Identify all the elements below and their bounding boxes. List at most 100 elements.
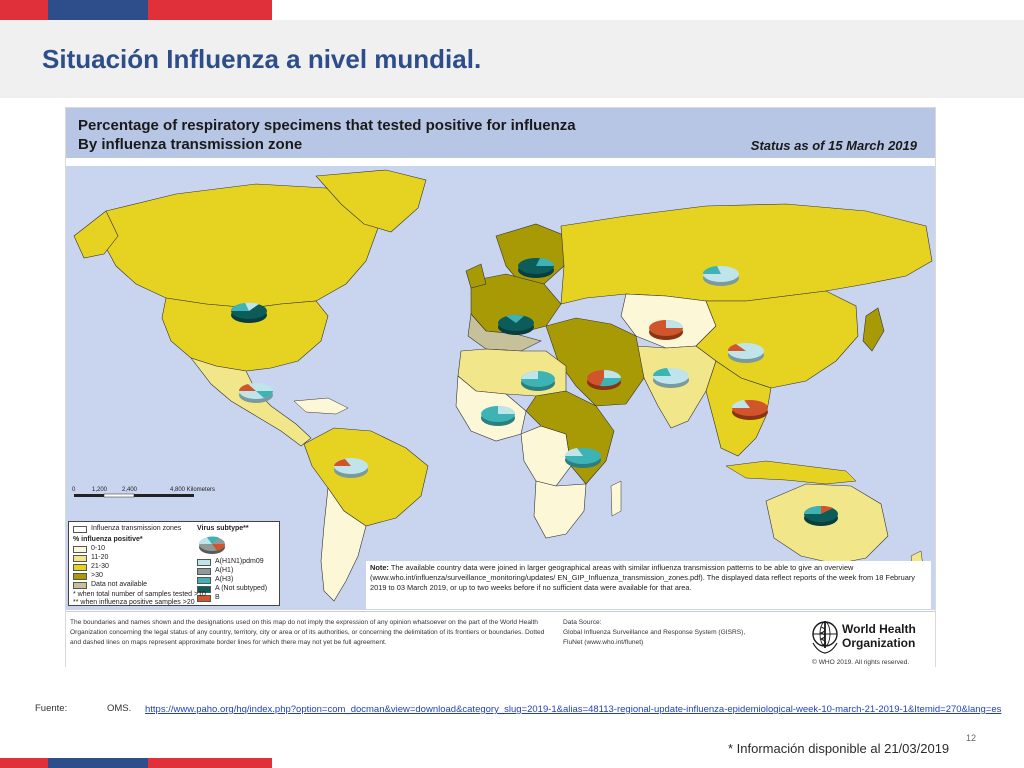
pie-chart-south-east-asia (731, 400, 768, 420)
canada-region (103, 183, 379, 309)
data-source-line-3: FluNet (www.who.int/flunet) (563, 639, 644, 646)
south-america (303, 427, 429, 602)
northern-africa (457, 348, 567, 397)
map-legend: Influenza transmission zones Virus subty… (68, 521, 280, 606)
map-title-line-1: Percentage of respiratory specimens that… (78, 117, 576, 134)
data-source-line-2: Global Influenza Surveillance and Respon… (563, 629, 746, 636)
middle-africa (520, 425, 572, 487)
legend-percent-0-10: 0-10 (91, 545, 106, 552)
legend-zones-label: Influenza transmission zones (91, 525, 182, 532)
legend-percent-21-30: 21-30 (91, 563, 109, 570)
pie-chart-oceania (804, 505, 838, 526)
alaska-region (73, 210, 119, 259)
pie-chart-eastern-europe-russia (702, 266, 739, 286)
tropical-south-america (303, 427, 429, 527)
uk-ireland (465, 263, 487, 289)
map-title-line-2: By influenza transmission zone (78, 136, 303, 153)
pie-chart-central-asia (649, 320, 683, 340)
madagascar (610, 480, 622, 517)
who-influenza-map-figure: Percentage of respiratory specimens that… (65, 107, 936, 667)
map-header: Percentage of respiratory specimens that… (66, 108, 935, 158)
legend-swatch-h3 (197, 577, 211, 584)
legend-pie-icon (198, 536, 226, 554)
pie-chart-eastern-asia (727, 343, 764, 363)
legend-percent-gt-30: >30 (91, 572, 103, 579)
legend-swatch-gt-30 (73, 573, 87, 580)
legend-footnote-2: ** when influenza positive samples >20 (73, 599, 195, 606)
map-status-date: Status as of 15 March 2019 (750, 138, 917, 153)
fuente-url-link[interactable]: https://www.paho.org/hq/index.php?option… (145, 704, 1002, 715)
southern-africa (533, 480, 587, 539)
bottom-blue-stripe (48, 758, 148, 768)
page-number: 12 (966, 733, 977, 743)
pie-chart-southern-asia (652, 368, 689, 388)
top-red-stripe-right (148, 0, 272, 20)
greenland-region (315, 169, 427, 233)
fuente-label: Fuente: (35, 703, 68, 714)
legend-zone-swatch (73, 526, 87, 533)
map-footer: The boundaries and names shown and the d… (66, 611, 935, 667)
legend-swatch-not-subtyped (197, 586, 211, 593)
legend-footnote-1: * when total number of samples tested >1… (73, 591, 206, 598)
southern-europe (467, 313, 542, 352)
pie-chart-northern-europe (518, 258, 555, 278)
legend-subtype-h1: A(H1) (215, 567, 234, 574)
legend-swatch-b (197, 595, 211, 602)
who-logo-block: World Health Organization © WHO 2019. Al… (808, 616, 934, 666)
who-name-line-2: Organization (842, 636, 916, 650)
top-blue-stripe (48, 0, 148, 20)
legend-subtype-b: B (215, 594, 220, 601)
legend-percent-11-20: 11-20 (91, 554, 109, 561)
legend-virus-subtype-label: Virus subtype** (197, 525, 249, 532)
note-label: Note: (370, 563, 389, 572)
pie-chart-western-europe (498, 314, 534, 335)
legend-swatch-not-available (73, 582, 87, 589)
pie-chart-western-africa (481, 406, 515, 426)
caribbean-region (293, 397, 349, 415)
legend-subtype-not-subtyped: A (Not subtyped) (215, 585, 268, 592)
map-note: Note: The available country data were jo… (366, 561, 931, 609)
legend-swatch-h1n1pdm09 (197, 559, 211, 566)
pie-chart-western-asia (587, 370, 622, 390)
top-red-stripe-left (0, 0, 48, 20)
slide-title: Situación Influenza a nivel mundial. (42, 44, 482, 74)
temperate-south-america (320, 487, 367, 602)
eastern-europe-russia (560, 203, 933, 305)
japan (862, 307, 885, 352)
world-map: 0 1,200 2,400 4,800 Kilometers (72, 169, 933, 602)
legend-swatch-h1 (197, 568, 211, 575)
indonesia (725, 460, 857, 485)
legend-subtype-h3: A(H3) (215, 576, 234, 583)
pie-chart-north-america (230, 302, 267, 323)
russia-asia (560, 203, 933, 485)
scale-tick-3: 4,800 Kilometers (170, 487, 215, 493)
fuente-source: OMS. (107, 703, 132, 714)
data-source: Data Source: Global Influenza Surveillan… (563, 618, 813, 648)
who-emblem-icon (812, 621, 838, 654)
legend-swatch-21-30 (73, 564, 87, 571)
info-available-note: * Información disponible al 21/03/2019 (728, 741, 950, 756)
pie-chart-south-america (334, 458, 368, 478)
scale-tick-2: 2,400 (122, 487, 138, 493)
pie-chart-central-america (239, 383, 273, 403)
legend-subtype-h1n1pdm09: A(H1N1)pdm09 (215, 558, 264, 565)
legend-swatch-0-10 (73, 546, 87, 553)
note-text: The available country data were joined i… (370, 563, 916, 592)
legend-percent-not-available: Data not available (91, 581, 148, 588)
legend-percent-label: % influenza positive* (73, 536, 143, 543)
bottom-red-stripe-right (148, 758, 272, 768)
who-copyright: © WHO 2019. All rights reserved. (812, 659, 910, 666)
data-source-line-1: Data Source: (563, 619, 602, 626)
scale-tick-1: 1,200 (92, 487, 108, 493)
who-name-line-1: World Health (842, 622, 916, 636)
scale-bar: 0 1,200 2,400 4,800 Kilometers (72, 487, 215, 498)
scale-tick-0: 0 (72, 487, 76, 493)
title-band (0, 20, 1024, 98)
legend-swatch-11-20 (73, 555, 87, 562)
bottom-red-stripe-left (0, 758, 48, 768)
map-disclaimer: The boundaries and names shown and the d… (70, 619, 545, 646)
pie-chart-eastern-africa (564, 448, 601, 468)
pie-chart-northern-africa (521, 371, 555, 391)
world-map-area: 0 1,200 2,400 4,800 Kilometers Influenza… (66, 166, 935, 610)
